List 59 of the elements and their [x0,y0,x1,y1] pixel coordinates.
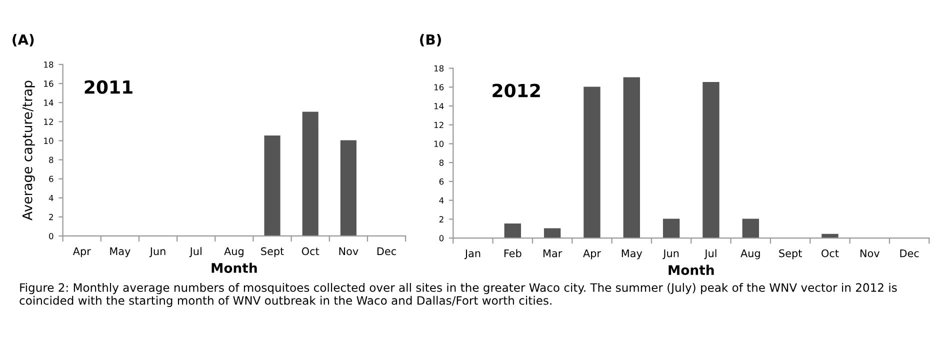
y-tick-label: 2 [439,216,444,222]
y-tick-label: 8 [49,156,54,164]
x-tick-label: Sept [261,247,284,258]
x-tick-label: Mar [544,249,562,258]
y-tick-label: 2 [49,214,53,220]
y-tick-label: 12 [44,118,53,125]
annotation: 2012 [492,84,540,98]
chart-title: (A) [12,34,34,46]
annotation: 2011 [84,80,132,94]
bar [662,218,680,238]
y-tick-label: 14 [434,103,444,110]
bar [264,136,280,236]
x-tick-label: Jan [464,249,480,260]
y-tick-label: 0 [49,232,54,240]
y-tick-label: 16 [434,84,444,90]
x-tick-label: Apr [72,247,91,258]
y-tick-label: 6 [49,176,54,182]
x-tick-label: Dec [900,249,919,258]
bar [623,77,640,238]
y-tick-label: 16 [44,80,54,87]
y-tick-label: 4 [48,194,54,202]
caption: Figure 2: Monthly average numbers of mosquitoes collected over all sites in the greater Waco city. The summer (July) peak of the WNV vector in 2012 is coincided with the starting month of WNV outbreak in the Waco and Dallas/Fort worth cities. [20,282,897,308]
y-tick-label: 8 [439,160,444,166]
x-tick-label: Nov [860,249,880,258]
x-tick-label: Feb [504,249,522,258]
y-tick-label: 18 [44,61,54,68]
x-tick-label: Jun [662,249,679,260]
y-tick-label: 10 [434,140,444,147]
x-axis-title: Month [212,262,257,273]
y-axis-title: Average capture/trap [22,80,35,220]
x-tick-label: Jun [149,247,166,258]
x-axis-title: Month [668,264,714,276]
x-tick-label: Sept [779,249,802,260]
x-tick-label: Aug [740,249,760,260]
bar [544,228,561,238]
y-tick-label: 12 [434,122,444,128]
y-tick-label: 18 [434,65,444,72]
bar [302,112,318,236]
x-tick-label: Oct [302,247,320,256]
x-tick-label: Apr [583,249,601,260]
bar [584,86,600,238]
x-tick-label: Nov [339,247,358,256]
x-tick-label: Oct [822,249,839,258]
x-tick-label: Jul [704,249,716,260]
bar [742,218,760,238]
x-tick-label: May [110,247,130,258]
y-tick-label: 6 [439,178,444,185]
bar [340,140,356,236]
y-tick-label: 10 [44,138,54,144]
y-tick-label: 4 [439,197,444,204]
bar [504,223,522,238]
x-tick-label: May [622,249,642,260]
chart-title: (B) [420,34,441,46]
x-tick-label: Aug [224,247,244,258]
bar [702,82,720,238]
y-tick-label: 14 [44,100,54,106]
x-tick-label: Dec [377,247,396,256]
x-tick-label: Jul [189,247,202,258]
y-tick-label: 0 [439,235,444,242]
